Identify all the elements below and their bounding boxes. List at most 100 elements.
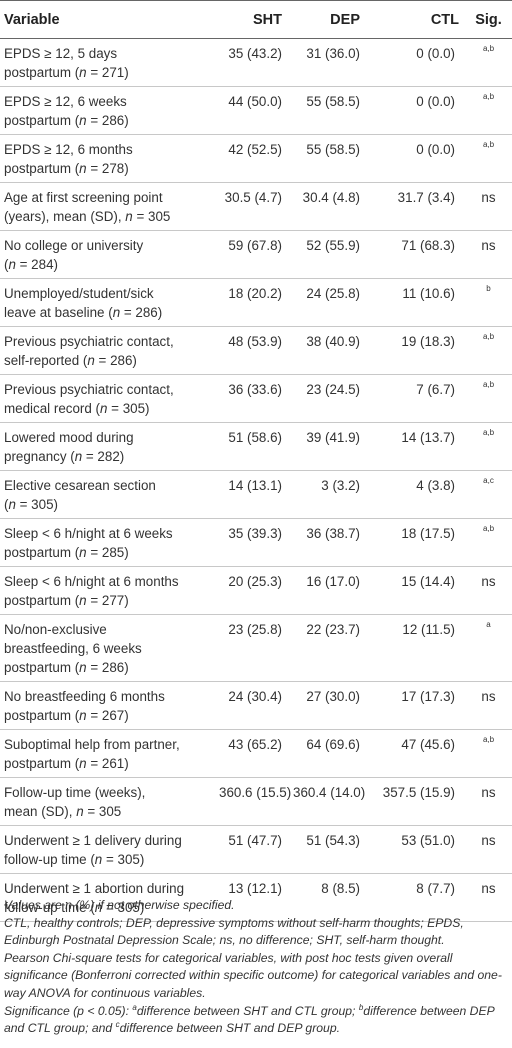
dep-value: 30.4 (4.8) [302, 190, 360, 205]
significance-value: ns [481, 833, 496, 848]
table-row: Previous psychiatric contact, medical rec… [0, 375, 512, 423]
dep-value: 3 (3.2) [321, 478, 360, 493]
significance-value: a,b [482, 140, 495, 149]
variable-line: Sleep < 6 h/night at 6 weeks [4, 526, 173, 541]
sht-value: 48 (53.9) [228, 334, 282, 349]
variable-line: follow-up time (n = 305) [4, 898, 214, 917]
variable-text: = 305 [83, 804, 122, 819]
significance-value: a,b [482, 524, 495, 533]
variable-text: = 305) [15, 497, 58, 512]
n-symbol: n [79, 708, 87, 723]
ctl-value: 47 (45.6) [401, 737, 455, 752]
table-header: Variable SHT DEP CTL Sig. [0, 0, 512, 39]
variable-line: postpartum (n = 277) [4, 591, 214, 610]
variable-text: postpartum ( [4, 161, 80, 176]
variable-cell: Previous psychiatric contact, self-report… [0, 327, 218, 375]
sht-value: 18 (20.2) [228, 286, 282, 301]
significance-value: a,b [482, 380, 495, 389]
significance-value: a,b [482, 735, 495, 744]
variable-cell: EPDS ≥ 12, 5 days postpartum (n = 271) [0, 39, 218, 87]
variable-text: postpartum ( [4, 113, 80, 128]
n-symbol: n [79, 65, 87, 80]
dep-value: 55 (58.5) [306, 142, 360, 157]
variable-line: leave at baseline (n = 286) [4, 303, 214, 322]
table-footnotes: Values are n (%) if not otherwise specif… [4, 897, 510, 1038]
variable-text: medical record ( [4, 401, 100, 416]
variable-text: (years), mean (SD), [4, 209, 126, 224]
dep-value: 23 (24.5) [306, 382, 360, 397]
variable-cell: Sleep < 6 h/night at 6 weeks postpartum (… [0, 519, 218, 567]
sht-value: 42 (52.5) [228, 142, 282, 157]
table-row: Age at first screening point (years), mea… [0, 183, 512, 231]
variable-line: (n = 284) [4, 255, 214, 274]
dep-value: 39 (41.9) [306, 430, 360, 445]
dep-value: 31 (36.0) [306, 46, 360, 61]
significance-value: ns [481, 190, 496, 205]
variable-cell: Underwent ≥ 1 abortion during follow-up t… [0, 874, 218, 922]
n-symbol: n [79, 593, 87, 608]
significance-value: a,c [483, 476, 494, 485]
variable-cell: EPDS ≥ 12, 6 months postpartum (n = 278) [0, 135, 218, 183]
sht-value: 360.6 (15.5) [219, 785, 292, 800]
variable-line: postpartum (n = 267) [4, 706, 214, 725]
table-row: Sleep < 6 h/night at 6 months postpartum … [0, 567, 512, 615]
variable-text: follow-up time ( [4, 852, 95, 867]
ctl-value: 12 (11.5) [402, 622, 455, 637]
sht-value: 51 (47.7) [228, 833, 282, 848]
variable-cell: Unemployed/student/sick leave at baseline… [0, 279, 218, 327]
dep-value: 36 (38.7) [306, 526, 360, 541]
significance-value: ns [481, 574, 496, 589]
n-symbol: n [79, 756, 87, 771]
table-row: EPDS ≥ 12, 6 months postpartum (n = 278) 4… [0, 135, 512, 183]
variable-text: ( [4, 257, 9, 272]
variable-text: ( [4, 497, 9, 512]
variable-text: postpartum ( [4, 65, 80, 80]
sig-prefix: Significance (p < 0.05): [4, 1003, 133, 1018]
sht-value: 44 (50.0) [228, 94, 282, 109]
variable-line: Underwent ≥ 1 delivery during [4, 833, 182, 848]
variable-text: postpartum ( [4, 660, 80, 675]
variable-cell: EPDS ≥ 12, 6 weeks postpartum (n = 286) [0, 87, 218, 135]
sht-value: 24 (30.4) [228, 689, 282, 704]
variable-line: EPDS ≥ 12, 6 weeks [4, 94, 127, 109]
significance-value: ns [481, 238, 496, 253]
variable-line: Lowered mood during [4, 430, 134, 445]
variable-line: Elective cesarean section [4, 478, 156, 493]
significance-value: a,b [482, 44, 495, 53]
variable-line: postpartum (n = 261) [4, 754, 214, 773]
variable-text: = 282) [82, 449, 125, 464]
ctl-value: 19 (18.3) [401, 334, 455, 349]
variable-cell: Follow-up time (weeks), mean (SD), n = 30… [0, 778, 218, 826]
ctl-value: 8 (7.7) [416, 881, 455, 896]
table-row: Sleep < 6 h/night at 6 weeks postpartum (… [0, 519, 512, 567]
n-symbol: n [76, 804, 84, 819]
variable-line: EPDS ≥ 12, 6 months [4, 142, 133, 157]
table-row: Elective cesarean section (n = 305) 14 (13… [0, 471, 512, 519]
variable-line: pregnancy (n = 282) [4, 447, 214, 466]
variable-text: = 267) [86, 708, 129, 723]
variable-text: mean (SD), [4, 804, 77, 819]
variable-line: postpartum (n = 271) [4, 63, 214, 82]
variable-text: = 286) [94, 353, 137, 368]
ctl-value: 11 (10.6) [402, 286, 455, 301]
n-symbol: n [112, 305, 121, 320]
header-sht: SHT [218, 0, 292, 39]
table-row: Suboptimal help from partner, postpartum … [0, 730, 512, 778]
variable-line: Underwent ≥ 1 abortion during [4, 881, 185, 896]
ctl-value: 18 (17.5) [401, 526, 455, 541]
sht-value: 43 (65.2) [228, 737, 282, 752]
dep-value: 16 (17.0) [306, 574, 360, 589]
table-row: Unemployed/student/sick leave at baseline… [0, 279, 512, 327]
table-row: No/non-exclusive breastfeeding, 6 weeks po… [0, 615, 512, 682]
table-row: Underwent ≥ 1 delivery during follow-up t… [0, 826, 512, 874]
significance-value: ns [481, 785, 496, 800]
significance-value: ns [481, 881, 496, 896]
variable-text: = 286) [86, 660, 129, 675]
significance-value: a,b [482, 92, 495, 101]
table-row: Lowered mood during pregnancy (n = 282) 51… [0, 423, 512, 471]
header-ctl: CTL [366, 0, 465, 39]
variable-line: Suboptimal help from partner, [4, 737, 180, 752]
significance-value: a,b [482, 332, 495, 341]
dep-value: 64 (69.6) [306, 737, 360, 752]
